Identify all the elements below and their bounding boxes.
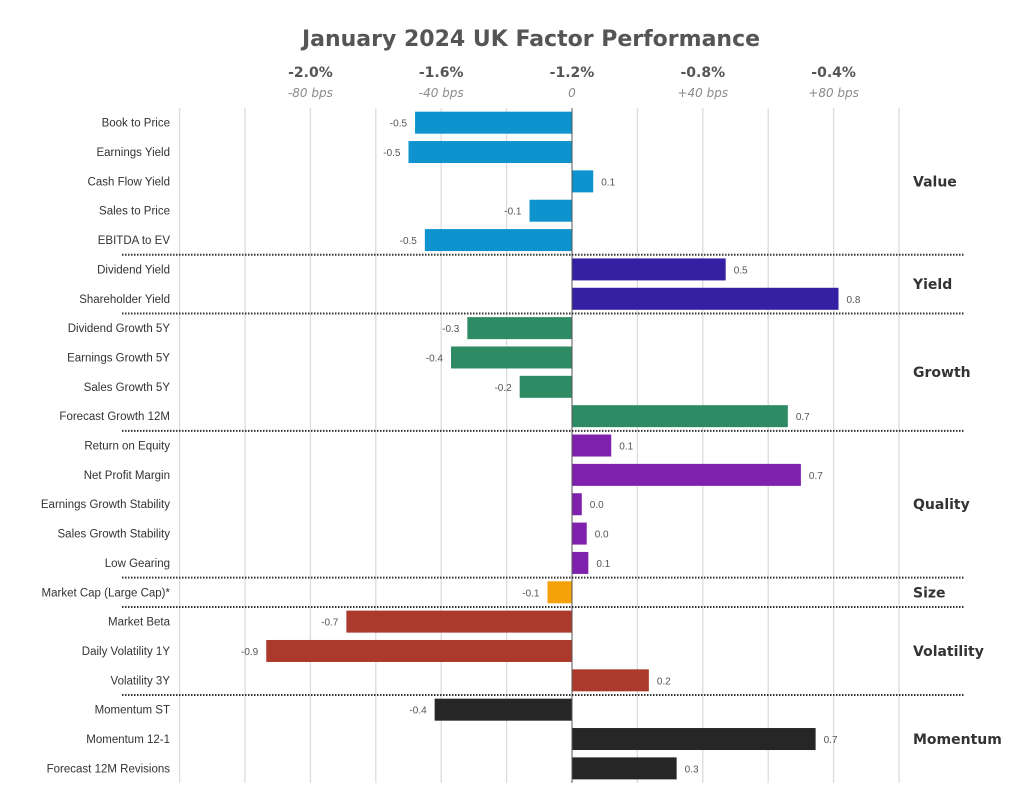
bar: [408, 141, 572, 164]
value-label: -0.1: [522, 588, 540, 599]
value-label: -0.5: [400, 236, 418, 247]
category-label: Sales Growth 5Y: [84, 382, 171, 394]
bar: [572, 757, 677, 780]
value-label: 0.7: [809, 471, 823, 482]
category-label: Earnings Yield: [96, 147, 170, 159]
group-label: Value: [913, 174, 957, 190]
value-label: 0.1: [619, 442, 633, 453]
top-axis-bps-label: -80 bps: [288, 86, 333, 100]
bar: [572, 522, 587, 545]
group-labels: Value Yield Growth Quality Size Volatility Mom…: [912, 174, 1002, 748]
category-label: Daily Volatility 1Y: [82, 646, 171, 658]
category-label: Forecast 12M Revisions: [47, 763, 171, 775]
bar: [572, 287, 839, 310]
value-label: -0.2: [494, 383, 512, 394]
value-label: -0.9: [241, 647, 259, 658]
value-label: 0.2: [657, 676, 671, 687]
category-label: Momentum ST: [95, 705, 170, 717]
group-label: Momentum: [913, 732, 1002, 748]
group-label: Size: [913, 585, 946, 601]
gridlines: [178, 108, 900, 784]
category-label: Earnings Growth 5Y: [67, 352, 170, 364]
bar: [415, 111, 572, 134]
value-label: -0.4: [409, 706, 427, 717]
top-axis-bps-label: 0: [568, 86, 576, 100]
bar: [424, 229, 572, 252]
top-axis-bps-label: +40 bps: [677, 86, 728, 100]
bar: [434, 698, 572, 721]
bar: [572, 551, 589, 574]
value-label: 0.7: [796, 412, 810, 423]
bar: [529, 199, 572, 222]
top-axis-pct-label: -0.4%: [811, 65, 856, 81]
top-axis-bps-label: +80 bps: [808, 86, 859, 100]
bar: [572, 405, 788, 428]
bar: [547, 581, 572, 604]
group-label: Volatility: [913, 644, 984, 660]
category-label: Cash Flow Yield: [88, 176, 170, 188]
category-label: Dividend Yield: [97, 264, 170, 276]
group-label: Quality: [913, 497, 970, 513]
bar: [451, 346, 572, 369]
category-label: Market Cap (Large Cap)*: [42, 587, 171, 599]
value-label: 0.1: [596, 559, 610, 570]
top-axis-pct-label: -2.0%: [288, 65, 333, 81]
category-label: Momentum 12-1: [86, 734, 170, 746]
value-label: 0.0: [595, 530, 609, 541]
bar: [572, 170, 594, 193]
bar: [572, 728, 816, 751]
category-labels: Book to Price Earnings Yield Cash Flow Yie…: [41, 118, 171, 776]
category-label: Forecast Growth 12M: [59, 411, 170, 423]
bar: [572, 669, 649, 692]
bar: [572, 493, 582, 516]
top-axis-pct-label: -1.2%: [550, 65, 595, 81]
value-label: 0.8: [847, 295, 861, 306]
value-label: -0.5: [383, 148, 401, 159]
group-label: Growth: [913, 365, 971, 381]
bar: [572, 463, 801, 486]
value-label: -0.7: [321, 618, 339, 629]
category-label: Sales to Price: [99, 206, 170, 218]
bar: [467, 317, 572, 340]
bar: [346, 610, 572, 633]
bar: [572, 434, 612, 457]
bar: [572, 258, 726, 281]
category-label: Book to Price: [102, 118, 170, 130]
category-label: Sales Growth Stability: [58, 529, 171, 541]
group-label: Yield: [912, 277, 952, 293]
top-axis: -2.0% -80 bps -1.6% -40 bps -1.2% 0 -0.8% +40 b…: [288, 65, 859, 100]
value-label: -0.5: [390, 119, 408, 130]
value-label: -0.1: [504, 207, 522, 218]
bar: [266, 639, 572, 662]
top-axis-bps-label: -40 bps: [419, 86, 464, 100]
category-label: Volatility 3Y: [111, 675, 171, 687]
category-label: Low Gearing: [105, 558, 170, 570]
bars: -0.5 -0.5 0.1 -0.1 -0.5 0.5 0.8 -0.3 -0.4 -0.2 0.7…: [241, 108, 861, 784]
value-label: 0.3: [685, 764, 699, 775]
top-axis-pct-label: -1.6%: [419, 65, 464, 81]
category-label: Dividend Growth 5Y: [68, 323, 171, 335]
bar: [519, 375, 572, 398]
top-axis-pct-label: -0.8%: [680, 65, 725, 81]
category-label: Net Profit Margin: [84, 470, 170, 482]
chart-title: January 2024 UK Factor Performance: [300, 27, 760, 52]
value-label: -0.3: [442, 324, 460, 335]
category-label: Return on Equity: [84, 441, 170, 453]
value-label: -0.4: [426, 353, 444, 364]
value-label: 0.1: [601, 177, 615, 188]
group-separators: [122, 253, 965, 696]
value-label: 0.5: [734, 265, 748, 276]
category-label: Shareholder Yield: [79, 294, 170, 306]
category-label: EBITDA to EV: [98, 235, 171, 247]
category-label: Market Beta: [108, 617, 171, 629]
value-label: 0.0: [590, 500, 604, 511]
category-label: Earnings Growth Stability: [41, 499, 170, 511]
value-label: 0.7: [824, 735, 838, 746]
